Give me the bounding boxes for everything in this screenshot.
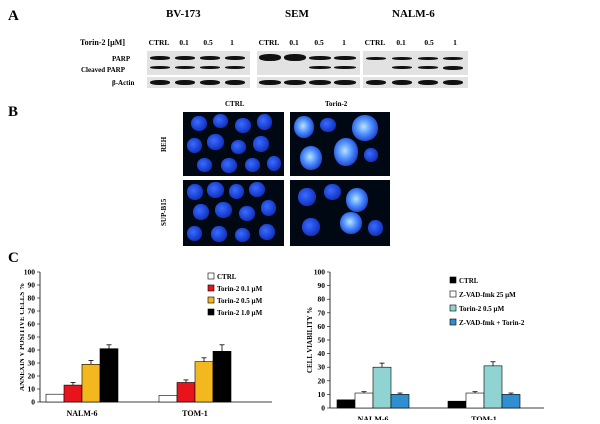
legend-swatch	[207, 272, 215, 280]
lane-label: 0.1	[396, 38, 406, 47]
y-tick-label: 0	[31, 398, 35, 407]
y-tick-label: 30	[318, 363, 326, 372]
micro-column-label-torin: Torin-2	[325, 100, 348, 108]
legend-label: Torin-2 1.0 µM	[217, 309, 263, 317]
bar	[447, 400, 467, 409]
legend-swatch	[207, 296, 215, 304]
y-tick-label: 10	[318, 390, 326, 399]
lane-label: 1	[230, 38, 234, 47]
legend-label: Torin-2 0.1 µM	[217, 285, 263, 293]
x-category-label: NALM-6	[357, 415, 388, 420]
lane-label: CTRL	[258, 38, 280, 47]
bar	[99, 348, 119, 403]
lane-label: CTRL	[148, 38, 170, 47]
blot-membrane-nalm6	[363, 51, 468, 75]
lane-label: CTRL	[364, 38, 386, 47]
bar	[158, 395, 178, 403]
lane-label: 0.5	[314, 38, 324, 47]
panel-letter-c: C	[8, 250, 19, 266]
legend-label: Torin-2 0.5 µM	[217, 297, 263, 305]
bar	[501, 394, 521, 409]
bar	[465, 392, 485, 409]
x-category-label: TOM-1	[471, 415, 497, 420]
blot-row-label: PARP	[112, 55, 131, 63]
y-tick-label: 90	[318, 281, 326, 290]
blot-actin-nalm6	[363, 77, 468, 88]
legend-label: Z-VAD-fmk 25 µM	[459, 291, 516, 299]
y-tick-label: 40	[318, 349, 326, 358]
y-tick-label: 20	[28, 372, 36, 381]
y-axis-label: CELL VIABILITY %	[306, 307, 314, 373]
x-category-label: NALM-6	[66, 409, 97, 418]
blot-membrane-sem	[257, 51, 360, 75]
micrograph-supb15-ctrl	[183, 180, 284, 246]
legend-swatch	[207, 284, 215, 292]
cell-line-title-1: BV-173	[166, 8, 201, 20]
y-tick-label: 40	[28, 346, 36, 355]
bar	[81, 364, 101, 403]
micrograph-reh-ctrl	[183, 112, 284, 176]
legend-swatch	[449, 276, 457, 284]
y-tick-label: 0	[321, 404, 325, 413]
lane-label: 0.5	[203, 38, 213, 47]
micro-row-label-supb15: SUP-B15	[160, 198, 168, 226]
x-category-label: TOM-1	[182, 409, 208, 418]
micro-column-label-ctrl: CTRL	[225, 100, 245, 108]
bar	[336, 399, 356, 409]
bar	[194, 361, 214, 403]
blot-actin-sem	[257, 77, 360, 88]
y-tick-label: 100	[314, 268, 326, 277]
y-tick-label: 100	[24, 268, 36, 277]
y-tick-label: 60	[28, 320, 36, 329]
micrograph-supb15-torin	[290, 180, 390, 246]
lane-label: 1	[342, 38, 346, 47]
legend-label: CTRL	[459, 277, 479, 285]
micro-row-label-reh: REH	[160, 136, 168, 152]
y-tick-label: 80	[318, 295, 326, 304]
lane-label: 0.1	[179, 38, 189, 47]
bar	[372, 366, 392, 409]
y-axis-label: ANNEXIN V POSITIVE CELLS %	[20, 283, 26, 391]
annexin-chart: 0 10 20 30 40 50 60 70 80 90 100 ANNEXIN V POSITIVE…	[20, 268, 272, 418]
legend-label: Torin-2 0.5 µM	[459, 305, 505, 313]
blot-row-label: Cleaved PARP	[81, 66, 125, 74]
legend-swatch	[449, 318, 457, 326]
bar	[483, 365, 503, 409]
y-tick-label: 50	[318, 336, 326, 345]
y-tick-label: 50	[28, 333, 36, 342]
blot-actin-bv173	[147, 77, 250, 88]
bar	[45, 393, 65, 403]
y-tick-label: 10	[28, 385, 36, 394]
legend-swatch	[207, 308, 215, 316]
bar	[63, 384, 83, 403]
legend-swatch	[449, 290, 457, 298]
y-tick-label: 30	[28, 359, 36, 368]
lane-label: 0.5	[424, 38, 434, 47]
treatment-label: Torin-2 [µM]	[80, 38, 125, 47]
lane-label: 1	[453, 38, 457, 47]
y-tick-label: 80	[28, 294, 36, 303]
y-tick-label: 70	[28, 307, 36, 316]
lane-label: 0.1	[289, 38, 299, 47]
bar	[390, 394, 410, 409]
panel-letter-b: B	[8, 104, 19, 120]
legend-swatch	[449, 304, 457, 312]
panel-letter-a: A	[8, 8, 19, 24]
y-tick-label: 20	[318, 376, 326, 385]
legend-label: Z-VAD-fmk + Torin-2	[459, 319, 525, 327]
y-tick-label: 70	[318, 308, 326, 317]
blot-membrane-bv173	[147, 51, 250, 75]
micrograph-reh-torin	[290, 112, 390, 176]
bar	[176, 382, 196, 403]
bar	[212, 351, 232, 403]
legend-label: CTRL	[217, 273, 237, 281]
y-tick-label: 60	[318, 322, 326, 331]
bar	[354, 392, 374, 409]
cell-line-title-3: NALM-6	[392, 8, 435, 20]
y-tick-label: 90	[28, 281, 36, 290]
blot-row-label: β-Actin	[112, 79, 135, 87]
cell-line-title-2: SEM	[285, 8, 309, 20]
viability-chart: 0 10 20 30 40 50 60 70 80 90 100 CELL VIABILITY % NA…	[306, 268, 544, 420]
